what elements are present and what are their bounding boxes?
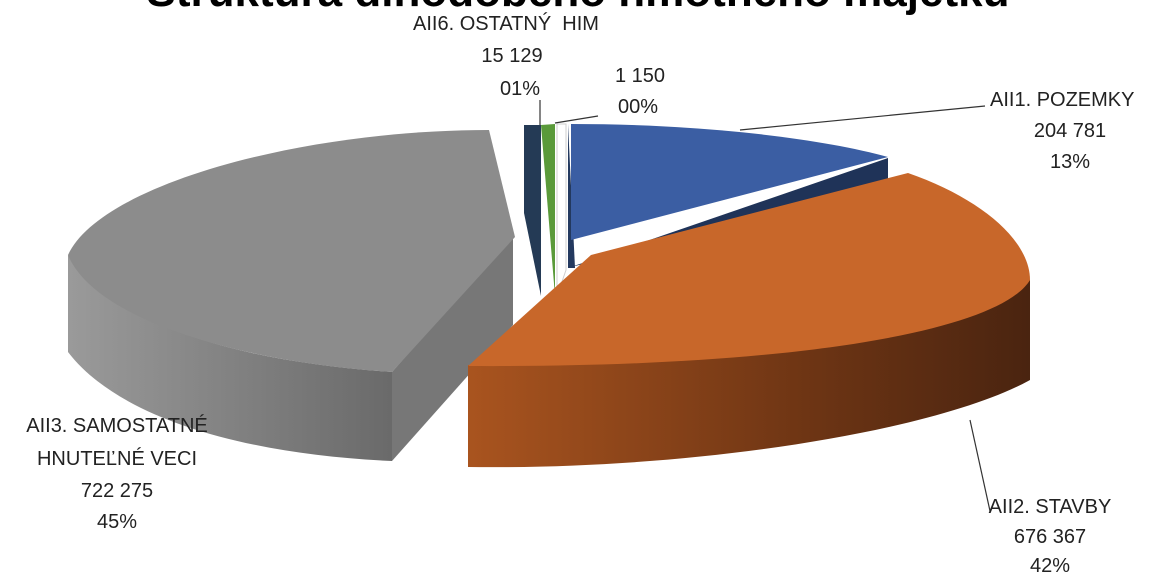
slice-aii6-top: [541, 124, 555, 296]
label-aii1-value: 204 781: [1034, 120, 1106, 142]
label-tiny-value: 1 150: [615, 65, 665, 87]
label-aii2-percent: 42%: [1030, 555, 1070, 575]
label-aii1-percent: 13%: [1050, 151, 1090, 173]
slice-aii3-cut: [392, 235, 513, 461]
slice-aii6: [541, 124, 555, 296]
leader-aii2: [969, 419, 991, 512]
label-aii3: AII3. SAMOSTATNÉ HNUTEĽNÉ VECI 722 275 4…: [26, 414, 208, 533]
label-aii1: AII1. POZEMKY 204 781 13%: [990, 89, 1134, 173]
slice-aii3: [68, 130, 515, 461]
label-aii6-value: 15 129: [481, 45, 542, 67]
label-aii3-line2: HNUTEĽNÉ VECI: [37, 447, 197, 470]
slice-aii2-top: [468, 173, 1030, 367]
slice-aii1-top: [571, 124, 888, 240]
label-aii6: AII6. OSTATNÝ HIM 15 129 01%: [413, 12, 599, 100]
label-aii3-value: 722 275: [81, 480, 153, 502]
slice-aii6-side: [524, 125, 541, 296]
label-aii3-percent: 45%: [97, 511, 137, 533]
label-aii3-line1: AII3. SAMOSTATNÉ: [26, 414, 208, 437]
slice-aii3-top: [68, 130, 515, 372]
label-tiny: 1 150 00%: [615, 65, 665, 118]
slice-aii2: [468, 173, 1030, 468]
label-aii6-name: AII6. OSTATNÝ HIM: [413, 12, 599, 35]
label-aii1-name: AII1. POZEMKY: [990, 89, 1134, 111]
leader-aii1: [739, 105, 986, 131]
slice-tiny: [556, 123, 567, 297]
chart-title: Štruktúra dlhodobého hmotného majetku: [147, 0, 1010, 16]
slice-aii3-side: [68, 255, 392, 461]
label-aii2-value: 676 367: [1014, 526, 1086, 548]
leader-tiny: [554, 115, 599, 124]
label-aii2: AII2. STAVBY 676 367 42%: [989, 496, 1112, 575]
leader-lines: [539, 100, 991, 512]
label-tiny-percent: 00%: [618, 96, 658, 118]
label-aii6-percent: 01%: [500, 78, 540, 100]
label-aii2-name: AII2. STAVBY: [989, 496, 1112, 518]
